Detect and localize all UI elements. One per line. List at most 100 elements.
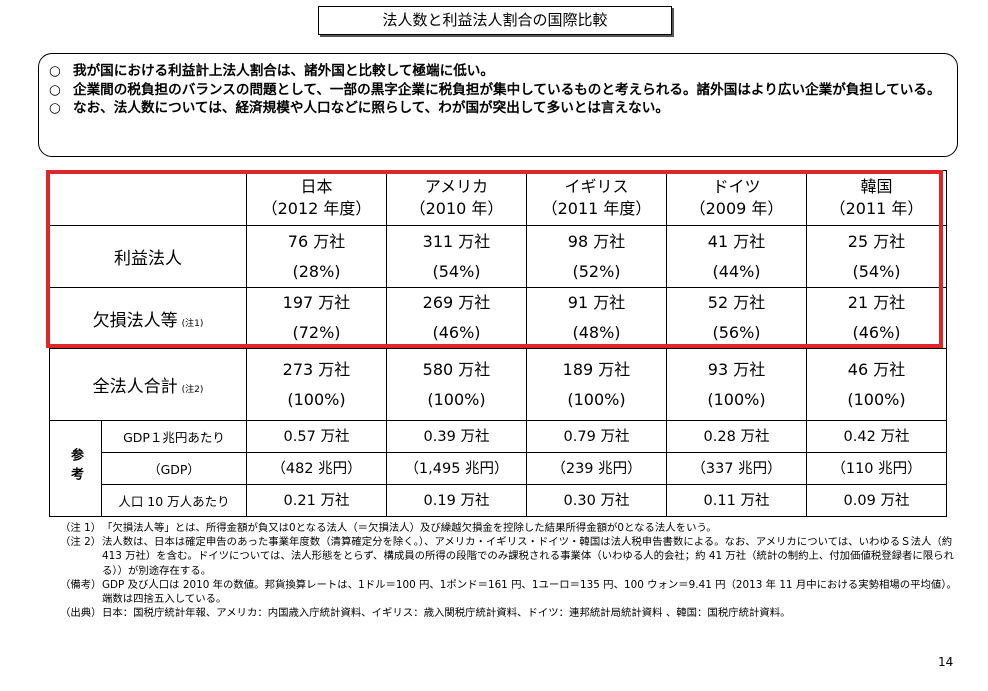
reference-label: 参考 — [68, 447, 83, 486]
per-gdp-value: 0.79 万社 — [526, 420, 667, 453]
page-number: 14 — [938, 655, 954, 669]
share-value: (54%) — [432, 261, 481, 281]
loss-label-cell: 欠損法人等 (注1) — [49, 287, 247, 349]
total-label: 全法人合計 — [92, 377, 178, 397]
total-row: 全法人合計 (注2) 273 万社 (100%) 580 万社 (100%) 189 … — [49, 348, 947, 421]
count-value: 21 万社 — [847, 293, 906, 312]
count-value: 311 万社 — [422, 231, 491, 251]
reference-row-gdp: （GDP） （482 兆円） （1,495 兆円） （239 兆円） （337 … — [50, 452, 947, 485]
loss-cell: 52 万社 (56%) — [666, 287, 807, 349]
loss-cell: 21 万社 (46%) — [806, 287, 947, 349]
count-value: 41 万社 — [707, 231, 766, 251]
country-name: イギリス — [564, 177, 629, 196]
per-pop-value: 0.19 万社 — [386, 484, 527, 517]
share-value: (100%) — [567, 389, 626, 409]
gdp-value: （337 兆円） — [666, 452, 807, 485]
total-cell: 189 万社 (100%) — [526, 348, 667, 421]
reference-label-cell: 参考 — [49, 420, 102, 517]
count-value: 91 万社 — [567, 293, 626, 312]
count-value: 580 万社 — [422, 359, 491, 379]
loss-label: 欠損法人等 — [92, 310, 178, 331]
note-item: （備考） GDP 及び人口は 2010 年の数値。邦貨換算レートは、1ドル＝100… — [60, 578, 960, 606]
note-item: （注 1） 「欠損法人等」とは、所得金額が負又は0となる法人（＝欠損法人）及び繰越… — [60, 521, 960, 535]
count-value: 93 万社 — [707, 359, 766, 379]
gdp-value: （1,495 兆円） — [386, 452, 527, 485]
bullet-mark: ○ — [49, 63, 61, 79]
comparison-table: 日本 （2012 年度） アメリカ （2010 年） イギリス （2011 年度） ド… — [49, 170, 947, 517]
country-header-uk: イギリス （2011 年度） — [526, 170, 667, 226]
profit-cell: 25 万社 (54%) — [806, 225, 947, 288]
per-pop-value: 0.21 万社 — [246, 484, 387, 517]
corner-cell — [49, 170, 247, 226]
summary-text: 企業間の税負担のバランスの問題として、一部の黒字企業に税負担が集中しているものと… — [73, 81, 941, 98]
country-header-germany: ドイツ （2009 年） — [666, 170, 807, 226]
summary-item: ○ なお、法人数については、経済規模や人口などに照らして、わが国が突出して多いと… — [49, 99, 947, 118]
share-value: (46%) — [852, 323, 901, 342]
count-value: 197 万社 — [282, 293, 351, 312]
count-value: 98 万社 — [567, 231, 626, 251]
country-year: （2011 年） — [829, 199, 924, 218]
per-gdp-value: 0.39 万社 — [386, 420, 527, 453]
summary-text: 我が国における利益計上法人割合は、諸外国と比較して極端に低い。 — [73, 63, 494, 79]
per-gdp-label: GDP１兆円あたり — [101, 420, 247, 453]
share-value: (72%) — [292, 323, 341, 342]
note-ref: (注2) — [181, 385, 204, 395]
share-value: (52%) — [572, 261, 621, 281]
summary-text: なお、法人数については、経済規模や人口などに照らして、わが国が突出して多いとは言… — [73, 100, 669, 116]
reference-row-per-pop: 人口 10 万人あたり 0.21 万社 0.19 万社 0.30 万社 0.11… — [50, 484, 947, 517]
profit-cell: 41 万社 (44%) — [666, 225, 807, 288]
country-name: アメリカ — [424, 177, 489, 196]
loss-cell: 197 万社 (72%) — [246, 287, 387, 349]
per-gdp-value: 0.28 万社 — [666, 420, 807, 453]
loss-row: 欠損法人等 (注1) 197 万社 (72%) 269 万社 (46%) 91 万社 (… — [49, 287, 947, 349]
note-label: （出典） — [60, 607, 102, 620]
gdp-value: （239 兆円） — [526, 452, 667, 485]
per-pop-value: 0.30 万社 — [526, 484, 667, 517]
profit-cell: 76 万社 (28%) — [246, 225, 387, 288]
note-text: GDP 及び人口は 2010 年の数値。邦貨換算レートは、1ドル＝100 円、1… — [102, 578, 957, 606]
total-cell: 93 万社 (100%) — [666, 348, 807, 421]
share-value: (46%) — [432, 323, 481, 342]
country-header-usa: アメリカ （2010 年） — [386, 170, 527, 226]
per-pop-value: 0.11 万社 — [666, 484, 807, 517]
share-value: (100%) — [427, 389, 486, 409]
summary-item: ○ 我が国における利益計上法人割合は、諸外国と比較して極端に低い。 — [49, 62, 947, 81]
per-gdp-value: 0.57 万社 — [246, 420, 387, 453]
share-value: (48%) — [572, 323, 621, 342]
loss-cell: 269 万社 (46%) — [386, 287, 527, 349]
total-cell: 46 万社 (100%) — [806, 348, 947, 421]
share-value: (100%) — [287, 389, 346, 409]
summary-box: ○ 我が国における利益計上法人割合は、諸外国と比較して極端に低い。 ○ 企業間の… — [38, 53, 958, 157]
country-year: （2012 年度） — [261, 199, 372, 218]
share-value: (56%) — [712, 323, 761, 342]
count-value: 25 万社 — [847, 231, 906, 251]
count-value: 46 万社 — [847, 359, 906, 379]
total-cell: 273 万社 (100%) — [246, 348, 387, 421]
profit-row: 利益法人 76 万社 (28%) 311 万社 (54%) 98 万社 (52%) 4… — [49, 225, 947, 288]
loss-cell: 91 万社 (48%) — [526, 287, 667, 349]
per-gdp-value: 0.42 万社 — [806, 420, 947, 453]
bullet-mark: ○ — [49, 81, 61, 98]
gdp-label: （GDP） — [101, 452, 247, 485]
summary-item: ○ 企業間の税負担のバランスの問題として、一部の黒字企業に税負担が集中しているも… — [49, 81, 947, 100]
country-year: （2009 年） — [689, 199, 784, 218]
share-value: (28%) — [292, 261, 341, 281]
note-item: （注 2） 法人数は、日本は確定申告のあった事業年度数（清算確定分を除く。）、アメ… — [60, 535, 960, 578]
note-label: （備考） — [60, 578, 102, 591]
count-value: 52 万社 — [707, 293, 766, 312]
note-text: 「欠損法人等」とは、所得金額が負又は0となる法人（＝欠損法人）及び繰越欠損金を控… — [102, 522, 717, 534]
country-year: （2010 年） — [409, 199, 504, 218]
bullet-mark: ○ — [49, 100, 61, 116]
count-value: 76 万社 — [287, 231, 346, 251]
country-name: 韓国 — [860, 177, 893, 196]
per-pop-label: 人口 10 万人あたり — [101, 484, 247, 517]
country-header-korea: 韓国 （2011 年） — [806, 170, 947, 226]
country-year: （2011 年度） — [541, 199, 652, 218]
profit-cell: 311 万社 (54%) — [386, 225, 527, 288]
country-header-japan: 日本 （2012 年度） — [246, 170, 387, 226]
total-cell: 580 万社 (100%) — [386, 348, 527, 421]
note-ref: (注1) — [181, 318, 204, 329]
note-label: （注 1） — [60, 522, 102, 534]
note-item: （出典） 日本：国税庁統計年報、アメリカ：内国歳入庁統計資料、イギリス：歳入関税庁… — [60, 606, 960, 620]
page-title: 法人数と利益法人割合の国際比較 — [318, 6, 672, 35]
